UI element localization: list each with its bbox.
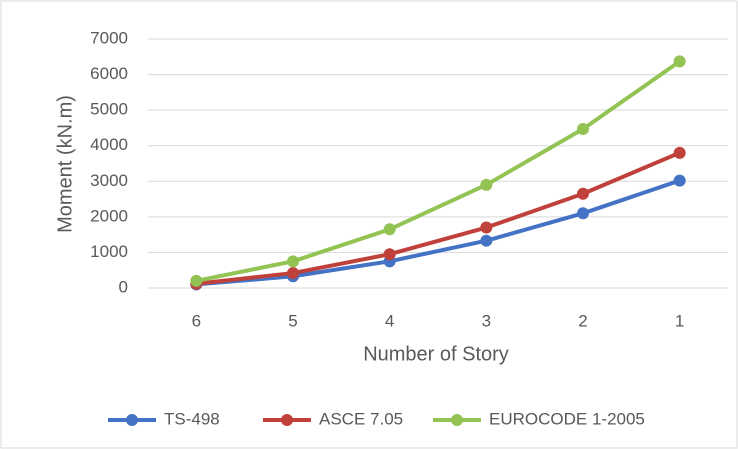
x-tick-label: 4	[385, 311, 394, 330]
y-tick-label: 4000	[90, 135, 128, 154]
x-tick-label: 3	[482, 311, 491, 330]
y-tick-label: 3000	[90, 171, 128, 190]
y-tick-label: 0	[119, 277, 128, 296]
data-point	[673, 146, 686, 159]
y-tick-label: 1000	[90, 242, 128, 261]
series-line	[195, 59, 681, 283]
y-tick-label: 5000	[90, 100, 128, 119]
data-point	[190, 274, 203, 287]
legend-marker	[281, 414, 293, 426]
series-line	[196, 178, 681, 287]
legend-label: ASCE 7.05	[319, 409, 403, 428]
y-tick-label: 2000	[90, 206, 128, 225]
x-tick-label: 6	[192, 311, 201, 330]
data-point	[577, 207, 589, 220]
legend-marker	[451, 414, 463, 426]
data-point	[287, 267, 299, 280]
y-tick-label: 7000	[90, 28, 128, 47]
x-tick-label: 1	[675, 311, 684, 330]
y-tick-label: 6000	[90, 64, 128, 83]
x-tick-label: 2	[578, 311, 587, 330]
x-tick-label: 5	[288, 311, 297, 330]
data-point	[480, 178, 493, 191]
data-point	[383, 248, 396, 261]
x-axis-title: Number of Story	[363, 343, 509, 365]
data-point	[577, 122, 589, 135]
data-point	[673, 55, 686, 68]
data-point	[383, 223, 396, 236]
data-point	[287, 255, 299, 268]
data-point	[480, 234, 493, 247]
y-axis-title: Moment (kN.m)	[54, 95, 76, 233]
data-point	[673, 174, 686, 187]
series-line	[196, 150, 681, 286]
legend-marker	[126, 414, 138, 426]
data-point	[480, 221, 493, 234]
legend-label: TS-498	[164, 409, 220, 428]
legend-label: EUROCODE 1-2005	[489, 409, 645, 428]
data-point	[577, 187, 589, 200]
